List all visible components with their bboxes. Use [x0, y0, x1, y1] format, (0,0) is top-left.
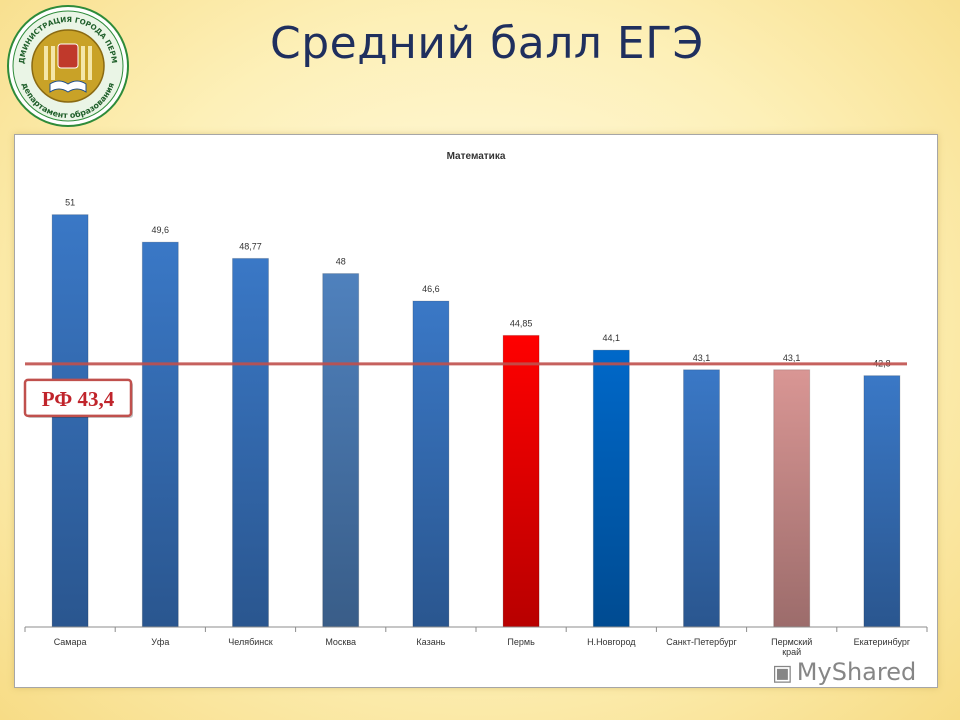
- bar-9: [863, 375, 901, 628]
- bar-4: [412, 300, 450, 628]
- data-label-8: 43,1: [783, 353, 801, 363]
- bar-chart: Математика 51 49,6 48,77 48 46,6 44,85 44,1 43,1…: [23, 151, 928, 657]
- watermark: ▣ MyShared: [772, 658, 916, 686]
- data-label-7: 43,1: [693, 353, 711, 363]
- data-label-4: 46,6: [422, 284, 440, 294]
- chart-title: Математика: [447, 151, 506, 162]
- category-label-0: Самара: [54, 637, 87, 647]
- book-icon: [49, 80, 87, 93]
- bar-5: [502, 334, 540, 628]
- bar-8: [773, 369, 811, 628]
- data-label-2: 48,77: [239, 241, 262, 251]
- presentation-icon: ▣: [772, 661, 793, 686]
- coat-of-arms-icon: [57, 43, 79, 69]
- category-label-9: Екатеринбург: [854, 637, 911, 647]
- bar-1: [141, 241, 179, 628]
- logo: АДМИНИСТРАЦИЯ ГОРОДА ПЕРМИ департамент о…: [6, 4, 129, 127]
- bar-6: [592, 349, 630, 628]
- bar-7: [683, 369, 720, 628]
- category-label-8: Пермский край: [771, 637, 812, 657]
- category-label-5: Пермь: [507, 637, 535, 647]
- chart-panel: Математика 51 49,6 48,77 48 46,6 44,85 44,1 43,1…: [14, 134, 938, 688]
- category-label-2: Челябинск: [228, 637, 272, 647]
- bar-2: [232, 257, 269, 628]
- bar-0: [51, 214, 89, 628]
- data-label-6: 44,1: [603, 333, 621, 343]
- bar-3: [322, 273, 360, 628]
- logo-columns-icon: [44, 46, 92, 80]
- category-label-3: Москва: [325, 637, 356, 647]
- category-label-1: Уфа: [151, 637, 169, 647]
- category-label-7: Санкт-Петербург: [666, 637, 737, 647]
- category-label-4: Казань: [416, 637, 445, 647]
- data-label-5: 44,85: [510, 318, 533, 328]
- category-label-6: Н.Новгород: [587, 637, 636, 647]
- page-title: Средний балл ЕГЭ: [270, 18, 704, 69]
- reference-label-box: [23, 378, 133, 418]
- reference-label: РФ 43,4: [42, 387, 115, 411]
- data-label-0: 51: [65, 198, 75, 208]
- data-label-1: 49,6: [152, 225, 170, 235]
- data-label-3: 48: [336, 257, 346, 267]
- watermark-text: MyShared: [796, 658, 917, 686]
